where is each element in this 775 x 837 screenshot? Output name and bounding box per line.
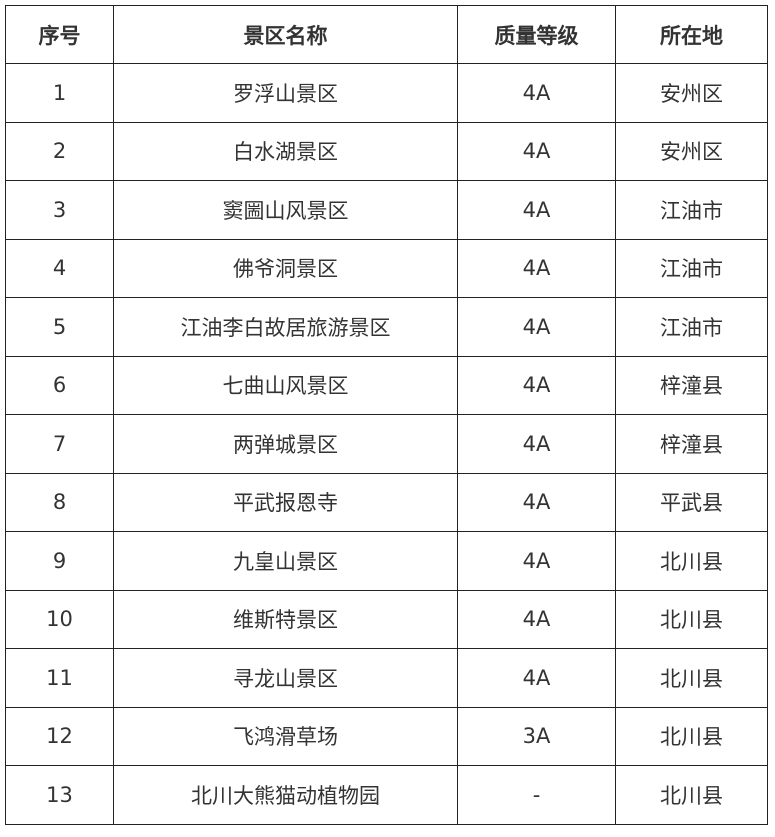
cell-index: 5 [5,297,114,357]
table-row: 8 平武报恩寺 4A 平武县 [5,472,768,532]
cell-grade: 4A [457,355,616,415]
cell-grade: 4A [457,297,616,357]
cell-name: 维斯特景区 [113,589,458,649]
cell-index: 13 [5,765,114,825]
cell-location: 北川县 [615,706,768,766]
table-row: 6 七曲山风景区 4A 梓潼县 [5,355,768,415]
cell-index: 1 [5,63,114,123]
header-row: 序号 景区名称 质量等级 所在地 [5,5,768,64]
table-row: 4 佛爷洞景区 4A 江油市 [5,238,768,298]
cell-grade: 4A [457,472,616,532]
cell-location: 平武县 [615,472,768,532]
cell-name: 平武报恩寺 [113,472,458,532]
cell-name: 罗浮山景区 [113,63,458,123]
table-row: 12 飞鸿滑草场 3A 北川县 [5,706,768,766]
cell-index: 4 [5,238,114,298]
header-grade: 质量等级 [457,5,616,64]
cell-name: 白水湖景区 [113,121,458,181]
cell-grade: 4A [457,238,616,298]
cell-grade: 4A [457,589,616,649]
cell-location: 北川县 [615,765,768,825]
header-index: 序号 [5,5,114,64]
cell-grade: 3A [457,706,616,766]
table-row: 13 北川大熊猫动植物园 - 北川县 [5,765,768,825]
table-row: 2 白水湖景区 4A 安州区 [5,121,768,181]
header-location: 所在地 [615,5,768,64]
cell-name: 寻龙山景区 [113,648,458,708]
cell-location: 江油市 [615,180,768,240]
cell-name: 两弹城景区 [113,414,458,474]
cell-index: 8 [5,472,114,532]
cell-grade: 4A [457,63,616,123]
cell-grade: 4A [457,121,616,181]
cell-name: 北川大熊猫动植物园 [113,765,458,825]
table-row: 1 罗浮山景区 4A 安州区 [5,63,768,123]
cell-index: 7 [5,414,114,474]
cell-index: 2 [5,121,114,181]
table-row: 9 九皇山景区 4A 北川县 [5,531,768,591]
cell-index: 10 [5,589,114,649]
cell-location: 安州区 [615,121,768,181]
cell-location: 梓潼县 [615,414,768,474]
cell-index: 6 [5,355,114,415]
cell-grade: 4A [457,414,616,474]
cell-location: 北川县 [615,648,768,708]
table-row: 3 窦圌山风景区 4A 江油市 [5,180,768,240]
cell-grade: 4A [457,180,616,240]
header-name: 景区名称 [113,5,458,64]
cell-location: 江油市 [615,297,768,357]
cell-location: 北川县 [615,589,768,649]
table-row: 7 两弹城景区 4A 梓潼县 [5,414,768,474]
cell-name: 窦圌山风景区 [113,180,458,240]
cell-name: 七曲山风景区 [113,355,458,415]
cell-location: 北川县 [615,531,768,591]
table-row: 5 江油李白故居旅游景区 4A 江油市 [5,297,768,357]
cell-location: 安州区 [615,63,768,123]
cell-name: 九皇山景区 [113,531,458,591]
cell-grade: 4A [457,531,616,591]
table-row: 10 维斯特景区 4A 北川县 [5,589,768,649]
cell-grade: 4A [457,648,616,708]
cell-name: 江油李白故居旅游景区 [113,297,458,357]
cell-name: 飞鸿滑草场 [113,706,458,766]
cell-index: 9 [5,531,114,591]
cell-grade: - [457,765,616,825]
table-row: 11 寻龙山景区 4A 北川县 [5,648,768,708]
cell-location: 梓潼县 [615,355,768,415]
cell-index: 3 [5,180,114,240]
scenic-area-table: 序号 景区名称 质量等级 所在地 1 罗浮山景区 4A 安州区 2 白水湖景区 4A 安州区 3… [5,5,768,825]
cell-location: 江油市 [615,238,768,298]
cell-index: 11 [5,648,114,708]
cell-index: 12 [5,706,114,766]
cell-name: 佛爷洞景区 [113,238,458,298]
